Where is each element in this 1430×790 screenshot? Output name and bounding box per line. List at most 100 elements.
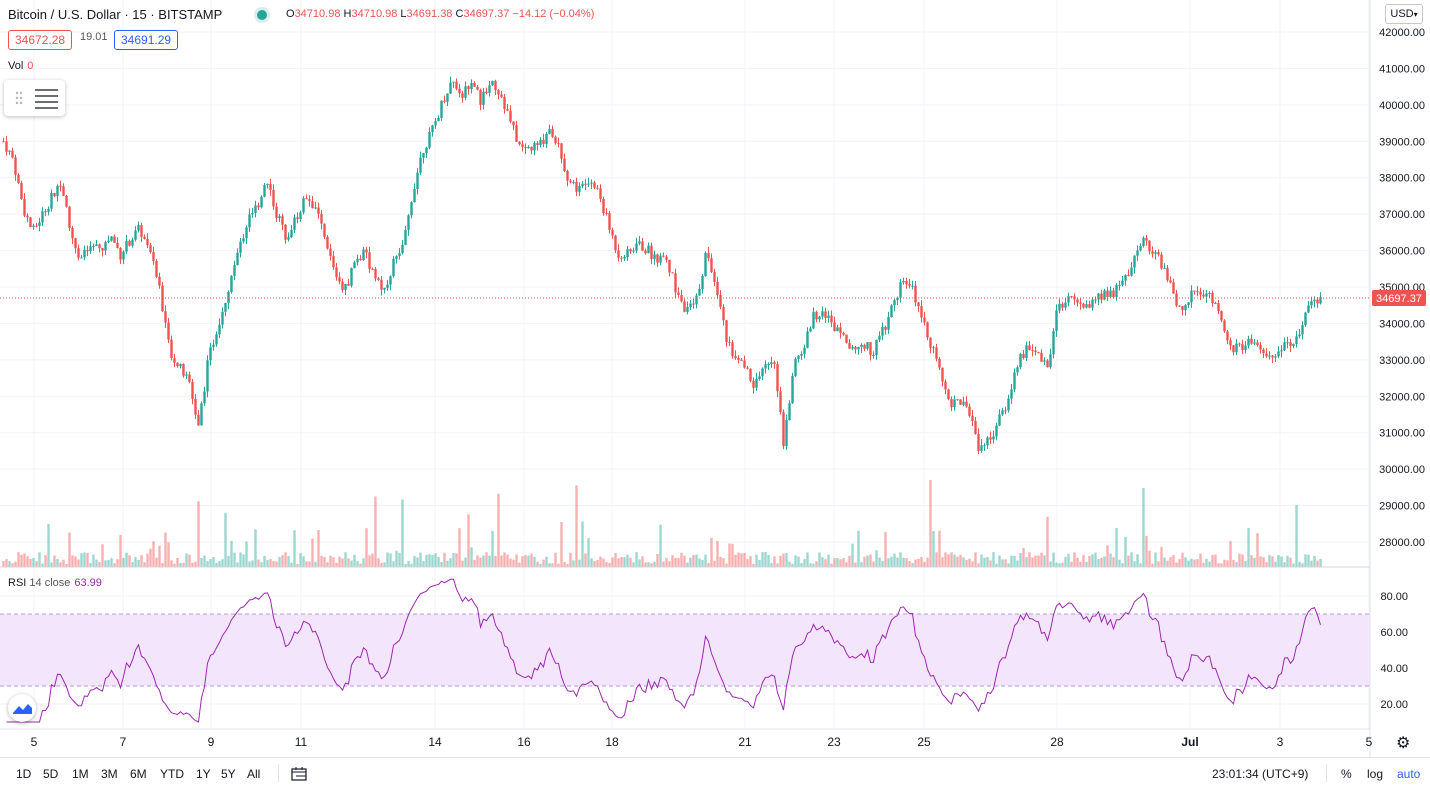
candle-body: [725, 320, 728, 342]
market-status-dot[interactable]: [257, 10, 267, 20]
candle-body: [575, 181, 578, 192]
volume-bar: [47, 524, 50, 567]
indicator-settings-widget[interactable]: [4, 80, 65, 116]
close-key: C: [455, 8, 464, 20]
calendar-range-icon[interactable]: [291, 766, 309, 782]
candle-body: [617, 250, 620, 258]
timeframe-3m[interactable]: 3M: [101, 767, 118, 781]
volume-bar: [653, 561, 656, 567]
candle-body: [821, 311, 824, 317]
volume-bar: [770, 562, 773, 567]
percent-toggle[interactable]: %: [1341, 767, 1352, 781]
volume-bar: [623, 557, 626, 567]
volume-bar: [1016, 560, 1019, 567]
timeframe-5d[interactable]: 5D: [43, 767, 59, 781]
bid-price-box[interactable]: 34672.28: [8, 30, 73, 50]
currency-selector[interactable]: USD▾: [1385, 4, 1423, 24]
volume-bar: [887, 558, 890, 567]
volume-bar: [170, 560, 173, 567]
volume-bar: [857, 530, 860, 567]
volume-bar: [512, 559, 515, 567]
candle-body: [953, 399, 956, 408]
candle-body: [698, 288, 701, 296]
candle-body: [1094, 299, 1097, 301]
clock-timezone[interactable]: 23:01:34 (UTC+9): [1212, 767, 1309, 781]
rsi-line: [6, 578, 1321, 723]
time-tick-label: 16: [517, 735, 531, 749]
log-toggle[interactable]: log: [1367, 767, 1384, 781]
candle-body: [1004, 410, 1007, 412]
volume-legend[interactable]: Vol 0: [8, 60, 33, 72]
candle-body: [770, 362, 773, 365]
volume-bar: [956, 556, 959, 567]
candle-body: [1100, 293, 1103, 300]
candle-body: [221, 311, 224, 325]
last-price-box: [1372, 290, 1426, 307]
timeframe-5y[interactable]: 5Y: [221, 767, 236, 781]
volume-bar: [344, 552, 347, 567]
price-axis[interactable]: 42000.00 41000.00 40000.00 39000.00 38000.00…: [1379, 27, 1425, 549]
timeframe-1m[interactable]: 1M: [72, 767, 89, 781]
ask-price-box[interactable]: 34691.29: [114, 30, 179, 50]
volume-bar: [380, 562, 383, 567]
candle-body: [68, 206, 71, 228]
volume-bar: [1187, 560, 1190, 567]
timeframe-1y[interactable]: 1Y: [196, 767, 211, 781]
timeframe-ytd[interactable]: YTD: [160, 767, 184, 781]
volume-bar: [572, 560, 575, 567]
tradingview-logo-icon[interactable]: [8, 694, 36, 722]
auto-toggle[interactable]: auto: [1397, 767, 1421, 781]
volume-bar: [419, 552, 422, 567]
volume-bar: [383, 562, 386, 567]
volume-bar: [578, 559, 581, 567]
symbol-title[interactable]: Bitcoin / U.S. Dollar · 15 · BITSTAMP: [8, 7, 223, 22]
timeframe-all[interactable]: All: [247, 767, 261, 781]
volume-bar: [587, 538, 590, 567]
candle-body: [1148, 240, 1151, 252]
volume-bar: [542, 559, 545, 567]
volume-bar: [437, 557, 440, 567]
volume-bar: [314, 561, 317, 567]
volume-bar: [182, 562, 185, 567]
volume-bar: [257, 559, 260, 567]
candle-body: [1163, 268, 1166, 270]
gear-icon[interactable]: ⚙: [1396, 735, 1411, 752]
volume-bar: [62, 559, 65, 567]
rsi-axis[interactable]: 80.00 60.00 40.00 20.00: [1380, 591, 1408, 711]
volume-bar: [932, 531, 935, 567]
volume-bar: [692, 555, 695, 567]
candle-body: [8, 150, 11, 152]
candle-body: [791, 375, 794, 404]
volume-bar: [695, 554, 698, 567]
volume-bar: [686, 562, 689, 567]
candle-body: [938, 358, 941, 368]
candle-body: [56, 185, 59, 197]
volume-bar: [1151, 563, 1154, 567]
timeframe-6m[interactable]: 6M: [130, 767, 147, 781]
volume-bar: [335, 562, 338, 567]
volume-bar: [209, 559, 212, 567]
candle-body: [560, 143, 563, 159]
candle-body: [200, 403, 203, 426]
candle-body: [383, 287, 386, 290]
volume-bar: [854, 562, 857, 567]
ohlc-values: O34710.98 H34710.98 L34691.38 C34697.37 …: [286, 8, 594, 20]
volume-bar: [869, 554, 872, 567]
volume-bar: [368, 555, 371, 567]
candle-body: [1271, 355, 1274, 358]
volume-bar: [1238, 553, 1241, 567]
volume-bar: [1109, 553, 1112, 567]
volume-bar: [215, 562, 218, 567]
time-axis[interactable]: 5 7 9 11 14 16 18 21 23 25 28 Jul 3 5: [31, 735, 1373, 749]
volume-bar: [614, 553, 617, 567]
chart-canvas[interactable]: 42000.00 41000.00 40000.00 39000.00 38000.00…: [0, 0, 1430, 757]
candle-body: [128, 240, 131, 246]
volume-bar: [1199, 553, 1202, 567]
candle-body: [311, 201, 314, 209]
candle-body: [185, 374, 188, 376]
candle-body: [671, 272, 674, 274]
candle-body: [245, 227, 248, 239]
candle-body: [1229, 340, 1232, 346]
timeframe-1d[interactable]: 1D: [16, 767, 32, 781]
rsi-legend[interactable]: RSI 14 close 63.99: [8, 577, 102, 589]
